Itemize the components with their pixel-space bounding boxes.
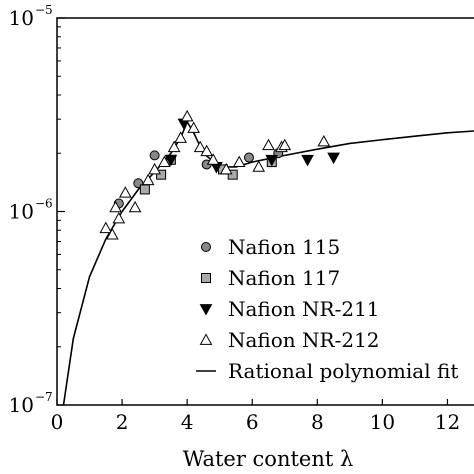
legend-item: Nafion NR-212	[199, 328, 380, 352]
data-point	[118, 186, 132, 198]
y-tick-base: 10	[9, 393, 34, 417]
legend: Nafion 115 Nafion 117 Nafion NR-211 Nafion …	[196, 235, 458, 383]
legend-item: Nafion 117	[201, 266, 340, 290]
data-point	[187, 121, 201, 133]
data-point	[301, 154, 314, 167]
legend-marker	[201, 273, 211, 283]
data-point	[99, 221, 113, 234]
y-tick-label: 10 −6	[9, 197, 53, 224]
x-tick-label: 2	[116, 410, 129, 434]
data-point	[112, 211, 126, 224]
data-point	[141, 173, 155, 186]
x-tick-label: 4	[181, 410, 194, 434]
x-tick-label: 10	[370, 410, 395, 434]
data-point	[174, 131, 187, 143]
x-tick-label: 8	[311, 410, 324, 434]
data-point	[243, 152, 254, 163]
x-tick-label: 6	[246, 410, 259, 434]
data-point	[148, 162, 161, 175]
data-point	[317, 134, 331, 147]
fit-curve-layer	[62, 120, 474, 405]
data-point	[156, 169, 167, 180]
y-tick-base: 10	[9, 6, 34, 30]
legend-marker	[199, 304, 213, 316]
legend-label: Nafion 115	[228, 235, 340, 259]
data-point	[227, 169, 238, 180]
legend-marker	[201, 242, 211, 252]
y-tick-exponent: −7	[35, 390, 53, 404]
legend-item: Nafion 115	[201, 235, 340, 259]
data-point	[193, 140, 207, 153]
legend-label: Rational polynomial fit	[228, 359, 458, 383]
legend-marker	[199, 333, 213, 345]
legend-item: Rational polynomial fit	[196, 359, 458, 383]
data-point	[252, 160, 266, 172]
marker-layer	[99, 109, 340, 240]
y-tick-base: 10	[9, 200, 34, 224]
y-tick-label: 10 −7	[9, 390, 53, 417]
data-point	[262, 138, 275, 151]
data-point	[158, 155, 171, 168]
data-point	[200, 144, 214, 157]
y-tick-exponent: −5	[35, 3, 53, 17]
data-point	[167, 140, 181, 153]
data-point	[206, 153, 220, 165]
y-tick-exponent: −6	[35, 197, 53, 211]
legend-label: Nafion NR-211	[228, 297, 380, 321]
data-point	[105, 228, 119, 240]
data-point	[109, 200, 122, 213]
fit-curve	[62, 120, 474, 405]
legend-label: Nafion 117	[228, 266, 340, 290]
x-tick-label: 0	[51, 410, 64, 434]
y-tick-label: 10 −5	[9, 3, 53, 30]
data-point	[149, 150, 160, 161]
data-point	[180, 109, 194, 122]
data-point	[265, 154, 279, 167]
legend-item: Nafion NR-211	[199, 297, 380, 321]
data-point	[327, 152, 340, 165]
x-axis-label: Water content λ	[183, 447, 354, 471]
data-point	[278, 138, 292, 151]
legend-label: Nafion NR-212	[228, 328, 380, 352]
data-point	[164, 154, 178, 167]
x-tick-label: 12	[435, 410, 460, 434]
data-point	[219, 162, 233, 175]
data-point	[232, 155, 246, 168]
data-point	[128, 200, 142, 213]
data-point	[139, 184, 150, 195]
